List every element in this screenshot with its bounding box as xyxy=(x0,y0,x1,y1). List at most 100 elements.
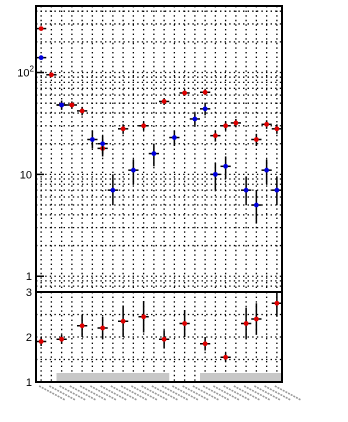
data-point xyxy=(169,130,180,146)
marker xyxy=(253,202,259,208)
x-category-label xyxy=(253,385,281,401)
y-tick-label: 2 xyxy=(26,332,32,344)
x-category-label xyxy=(130,385,158,401)
data-point xyxy=(251,303,262,335)
ratio-panel-markers xyxy=(36,292,282,362)
data-point xyxy=(220,352,231,362)
data-point xyxy=(230,118,241,128)
ratio-uncertainty-band xyxy=(56,373,282,382)
ratio-panel-grid xyxy=(36,292,282,382)
marker xyxy=(79,108,85,114)
x-category-label xyxy=(69,385,97,401)
marker xyxy=(274,187,280,193)
x-category-label xyxy=(182,385,210,401)
marker xyxy=(202,106,208,112)
marker xyxy=(38,26,44,31)
marker xyxy=(38,55,44,61)
data-point xyxy=(148,143,159,167)
data-point xyxy=(118,305,129,337)
marker xyxy=(253,316,259,322)
marker xyxy=(141,314,147,320)
data-point xyxy=(107,174,118,206)
data-point xyxy=(128,159,139,185)
y-tick-label: 3 xyxy=(26,287,32,299)
x-category-label xyxy=(141,385,169,401)
data-point xyxy=(251,190,262,224)
x-category-label xyxy=(89,385,117,401)
data-point xyxy=(271,124,282,134)
data-point xyxy=(159,330,170,349)
marker xyxy=(202,89,208,95)
x-category-label xyxy=(110,385,138,401)
y-tick-label: 1 xyxy=(26,271,32,283)
marker xyxy=(130,167,136,173)
data-point xyxy=(118,124,129,134)
data-point xyxy=(138,121,149,131)
data-point xyxy=(138,301,149,333)
data-point xyxy=(179,310,190,337)
data-point xyxy=(261,120,272,129)
x-category-label xyxy=(243,385,271,401)
marker xyxy=(253,137,259,142)
data-point xyxy=(179,90,190,96)
data-point xyxy=(36,26,47,31)
marker xyxy=(212,171,218,177)
marker xyxy=(48,72,54,78)
marker xyxy=(182,90,188,96)
x-category-label xyxy=(161,385,189,401)
data-point xyxy=(271,176,282,206)
x-category-label xyxy=(48,385,76,401)
marker xyxy=(182,321,188,326)
marker xyxy=(223,123,229,129)
x-category-label xyxy=(233,385,261,401)
data-point xyxy=(271,292,282,317)
x-category-label xyxy=(202,385,230,401)
marker xyxy=(161,336,167,342)
y-tick-label: 1 xyxy=(26,377,32,389)
marker xyxy=(100,325,106,331)
ratio-panel-frame xyxy=(35,291,283,383)
x-category-label xyxy=(274,385,302,401)
data-point xyxy=(56,100,67,110)
marker xyxy=(243,321,249,326)
x-category-label xyxy=(100,385,128,401)
data-point xyxy=(87,130,98,149)
marker xyxy=(202,341,208,347)
main-panel-grid xyxy=(36,6,282,292)
x-category-label xyxy=(192,385,220,401)
marker xyxy=(192,116,198,122)
x-category-label xyxy=(120,385,148,401)
data-point xyxy=(241,176,252,206)
y-tick-label: 10 xyxy=(20,169,32,181)
panel-frames xyxy=(35,5,283,383)
data-point xyxy=(46,72,57,78)
data-point xyxy=(220,156,231,180)
marker xyxy=(161,99,167,104)
data-point xyxy=(189,113,200,126)
data-point xyxy=(210,162,221,191)
data-point xyxy=(97,316,108,340)
data-point xyxy=(66,101,77,109)
x-category-label xyxy=(59,385,87,401)
marker xyxy=(69,102,75,108)
marker xyxy=(110,187,116,193)
marker xyxy=(274,126,280,132)
x-category-label xyxy=(38,385,66,401)
marker xyxy=(223,163,229,169)
marker xyxy=(212,133,218,139)
data-point xyxy=(159,98,170,105)
marker xyxy=(59,336,65,342)
marker xyxy=(100,141,106,147)
band-segment xyxy=(56,373,170,382)
x-category-label xyxy=(212,385,240,401)
data-point xyxy=(200,337,211,351)
data-point xyxy=(220,121,231,131)
marker xyxy=(151,151,157,156)
marker xyxy=(223,354,229,360)
main-panel-markers xyxy=(36,26,282,224)
data-point xyxy=(210,130,221,142)
y-axis-tick-labels: 1 10 102 1 2 3 xyxy=(17,65,34,389)
marker xyxy=(59,102,65,108)
band-segment xyxy=(200,373,282,382)
